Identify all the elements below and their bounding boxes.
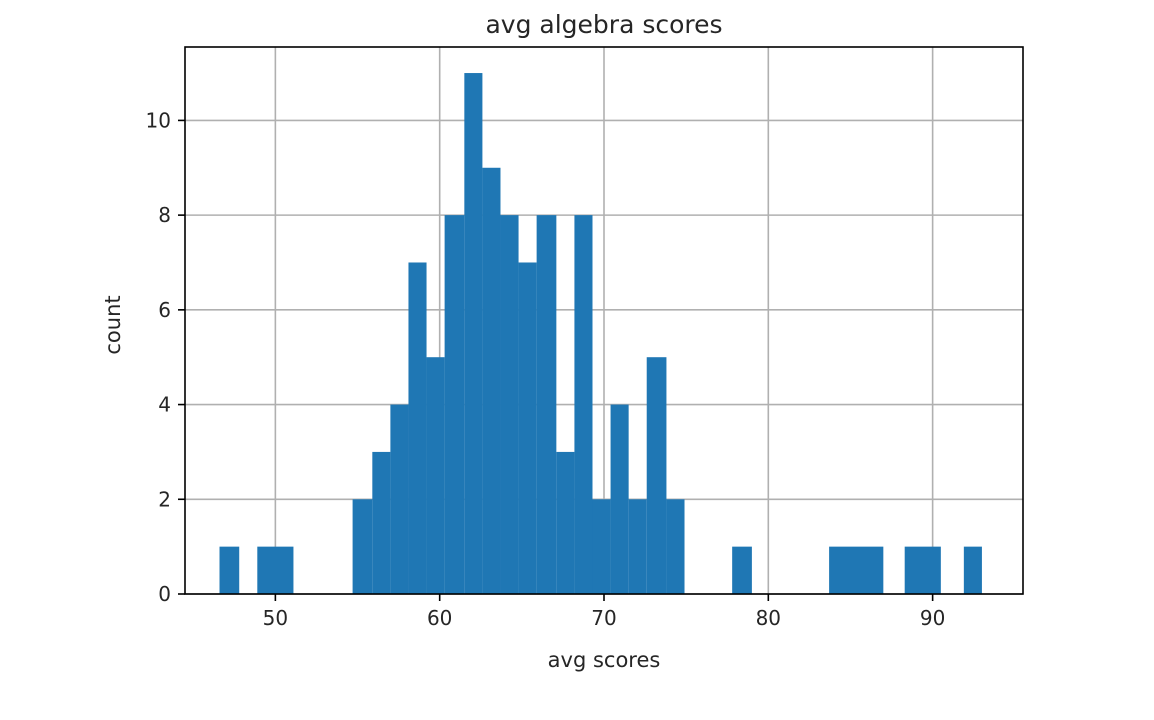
y-tick-label: 10 bbox=[146, 108, 171, 132]
ticks-layer: 50 60 70 80 90 0 2 4 6 8 10 bbox=[146, 108, 946, 630]
histogram-bar bbox=[732, 546, 752, 594]
histogram-bar bbox=[390, 404, 409, 594]
histogram-bar bbox=[257, 546, 294, 594]
histogram-bar bbox=[592, 499, 611, 594]
histogram-bar bbox=[219, 546, 240, 594]
histogram-bar bbox=[610, 404, 629, 594]
chart-title: avg algebra scores bbox=[485, 10, 722, 39]
y-tick-label: 4 bbox=[158, 393, 171, 417]
histogram-bar bbox=[426, 357, 445, 594]
histogram-bar bbox=[829, 546, 884, 594]
x-tick-label: 70 bbox=[591, 606, 616, 630]
histogram-bar bbox=[666, 499, 685, 594]
histogram-bar bbox=[536, 215, 557, 594]
x-tick-label: 90 bbox=[920, 606, 945, 630]
y-axis-label: count bbox=[101, 295, 125, 354]
histogram-bar bbox=[444, 215, 465, 594]
histogram-bar bbox=[482, 167, 501, 594]
y-tick-label: 8 bbox=[158, 203, 171, 227]
histogram-bar bbox=[464, 73, 483, 595]
histogram-bar bbox=[904, 546, 941, 594]
bars-layer bbox=[219, 73, 982, 595]
histogram-bar bbox=[646, 357, 667, 594]
x-axis-label: avg scores bbox=[548, 648, 661, 672]
histogram-bar bbox=[518, 262, 537, 594]
y-tick-label: 2 bbox=[158, 487, 171, 511]
x-tick-label: 60 bbox=[427, 606, 452, 630]
histogram-bar bbox=[500, 215, 519, 594]
histogram-bar bbox=[372, 451, 391, 594]
histogram-bar bbox=[408, 262, 427, 594]
histogram-bar bbox=[963, 546, 982, 594]
y-tick-label: 0 bbox=[158, 582, 171, 606]
histogram-bar bbox=[628, 499, 647, 594]
x-tick-label: 80 bbox=[756, 606, 781, 630]
x-tick-label: 50 bbox=[263, 606, 288, 630]
y-tick-label: 6 bbox=[158, 298, 171, 322]
histogram-bar bbox=[352, 499, 373, 594]
histogram-bar bbox=[574, 215, 593, 594]
histogram-bar bbox=[556, 451, 575, 594]
